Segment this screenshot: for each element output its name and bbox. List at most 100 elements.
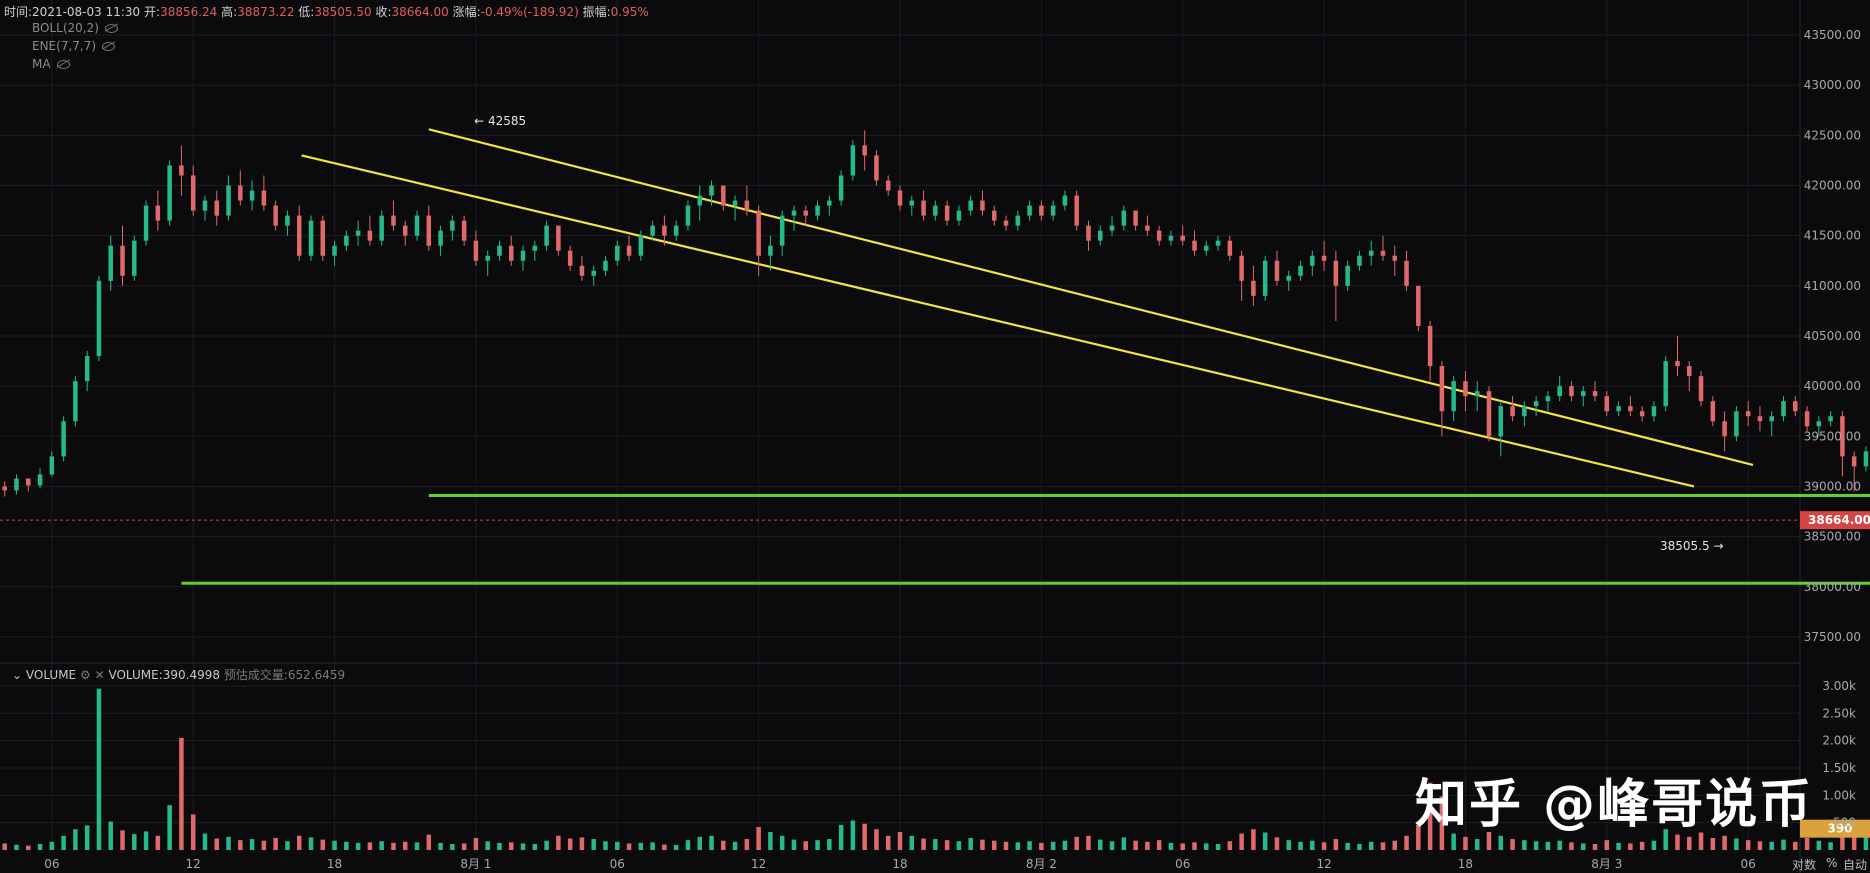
candle-body bbox=[1062, 195, 1068, 206]
candle-body bbox=[1192, 240, 1197, 251]
volume-bar bbox=[344, 841, 349, 850]
amplitude-value: 0.95% bbox=[610, 5, 649, 19]
volume-bar bbox=[1086, 835, 1091, 850]
volume-bar bbox=[438, 842, 443, 850]
volume-bar bbox=[1027, 841, 1032, 850]
candle-body bbox=[1687, 366, 1692, 377]
candle-body bbox=[968, 200, 973, 211]
close-icon[interactable]: ✕ bbox=[94, 668, 105, 682]
candle-body bbox=[49, 456, 55, 475]
volume-bar bbox=[202, 833, 208, 850]
candle-body bbox=[1604, 396, 1610, 412]
amplitude-label: 振幅: bbox=[582, 5, 611, 19]
candle-body bbox=[509, 245, 514, 261]
volume-bar bbox=[1816, 840, 1822, 850]
candle-body bbox=[980, 200, 985, 211]
volume-bar bbox=[650, 842, 655, 850]
candle-body bbox=[167, 165, 172, 221]
candle-body bbox=[1333, 260, 1339, 286]
volume-bar bbox=[1321, 842, 1327, 850]
volume-bar bbox=[190, 814, 196, 850]
candle-body bbox=[344, 235, 349, 246]
candle-body bbox=[626, 245, 632, 256]
volume-bar bbox=[1439, 796, 1445, 850]
candle-body bbox=[1086, 225, 1091, 241]
candle-body bbox=[1486, 391, 1492, 437]
candle-body bbox=[26, 478, 31, 486]
volume-bar bbox=[1734, 838, 1739, 850]
volume-estimate: 预估成交量:652.6459 bbox=[223, 668, 346, 682]
volume-bar bbox=[827, 839, 832, 850]
indicator-ma[interactable]: MA bbox=[32, 57, 70, 71]
eye-hidden-icon[interactable] bbox=[102, 42, 116, 51]
eye-hidden-icon[interactable] bbox=[56, 60, 70, 69]
price-tick-label: 43000.00 bbox=[1804, 78, 1861, 92]
volume-bar bbox=[1628, 843, 1633, 850]
volume-bar bbox=[779, 835, 785, 850]
volume-bar bbox=[1015, 842, 1021, 850]
candle-body bbox=[1274, 260, 1280, 281]
candle-body bbox=[1262, 260, 1268, 296]
candle-body bbox=[84, 356, 90, 382]
candle-body bbox=[673, 225, 679, 236]
indicator-ene[interactable]: ENE(7,7,7) bbox=[32, 39, 116, 53]
volume-bar bbox=[379, 841, 384, 850]
volume-bar bbox=[1404, 835, 1409, 850]
volume-bar bbox=[1427, 782, 1433, 850]
log-scale-button[interactable]: 对数 bbox=[1792, 858, 1817, 872]
candle-body bbox=[1380, 250, 1386, 256]
settings-gear-icon[interactable]: ⚙ bbox=[79, 668, 91, 682]
candle-body bbox=[1321, 255, 1327, 261]
candle-body bbox=[402, 225, 408, 236]
candle-body bbox=[1168, 235, 1174, 241]
candle-body bbox=[827, 200, 832, 206]
candle-body bbox=[1109, 225, 1115, 231]
time-tick-label: 8月 2 bbox=[1026, 857, 1057, 871]
volume-bar bbox=[1357, 843, 1362, 850]
candle-body bbox=[544, 225, 549, 246]
volume-bar bbox=[662, 844, 667, 850]
volume-bar bbox=[909, 835, 915, 850]
time-tick-label: 18 bbox=[1458, 857, 1473, 871]
low-label: 低: bbox=[298, 5, 315, 19]
time-label: 时间: bbox=[4, 5, 33, 19]
candle-body bbox=[426, 215, 432, 246]
candle-body bbox=[838, 175, 844, 201]
indicator-boll[interactable]: BOLL(20,2) bbox=[32, 21, 118, 35]
time-tick-label: 12 bbox=[1316, 857, 1331, 871]
volume-bar bbox=[1804, 837, 1810, 850]
volume-bar bbox=[167, 805, 172, 850]
price-tick-label: 41000.00 bbox=[1804, 279, 1861, 293]
volume-bar bbox=[567, 838, 573, 850]
candle-body bbox=[1863, 451, 1869, 467]
auto-scale-button[interactable]: 自动 bbox=[1843, 858, 1868, 872]
volume-bar bbox=[874, 829, 879, 850]
price-tick-label: 42000.00 bbox=[1804, 179, 1861, 193]
eye-hidden-icon[interactable] bbox=[104, 24, 118, 33]
candle-body bbox=[238, 185, 243, 201]
volume-bar bbox=[402, 841, 408, 850]
price-tick-label: 39000.00 bbox=[1804, 479, 1861, 493]
volume-bar bbox=[238, 840, 243, 850]
current-volume-tag bbox=[1800, 819, 1870, 838]
candle-body bbox=[1215, 240, 1221, 246]
candle-body bbox=[190, 175, 196, 211]
volume-bar bbox=[1109, 841, 1115, 850]
volume-bar bbox=[885, 835, 891, 850]
candle-body bbox=[1050, 205, 1056, 216]
candle-body bbox=[956, 210, 962, 221]
volume-bar bbox=[815, 840, 820, 850]
volume-bar bbox=[2, 843, 7, 850]
volume-bar bbox=[1639, 841, 1645, 850]
candle-body bbox=[885, 180, 891, 191]
candle-body bbox=[1663, 361, 1668, 407]
volume-bar bbox=[732, 841, 738, 850]
volume-bar bbox=[1298, 841, 1303, 850]
candle-body bbox=[556, 225, 561, 251]
percent-scale-button[interactable]: % bbox=[1826, 856, 1838, 870]
collapse-chevron-icon[interactable]: ⌄ bbox=[12, 668, 23, 682]
volume-bar bbox=[214, 838, 220, 850]
candle-body bbox=[721, 185, 726, 206]
